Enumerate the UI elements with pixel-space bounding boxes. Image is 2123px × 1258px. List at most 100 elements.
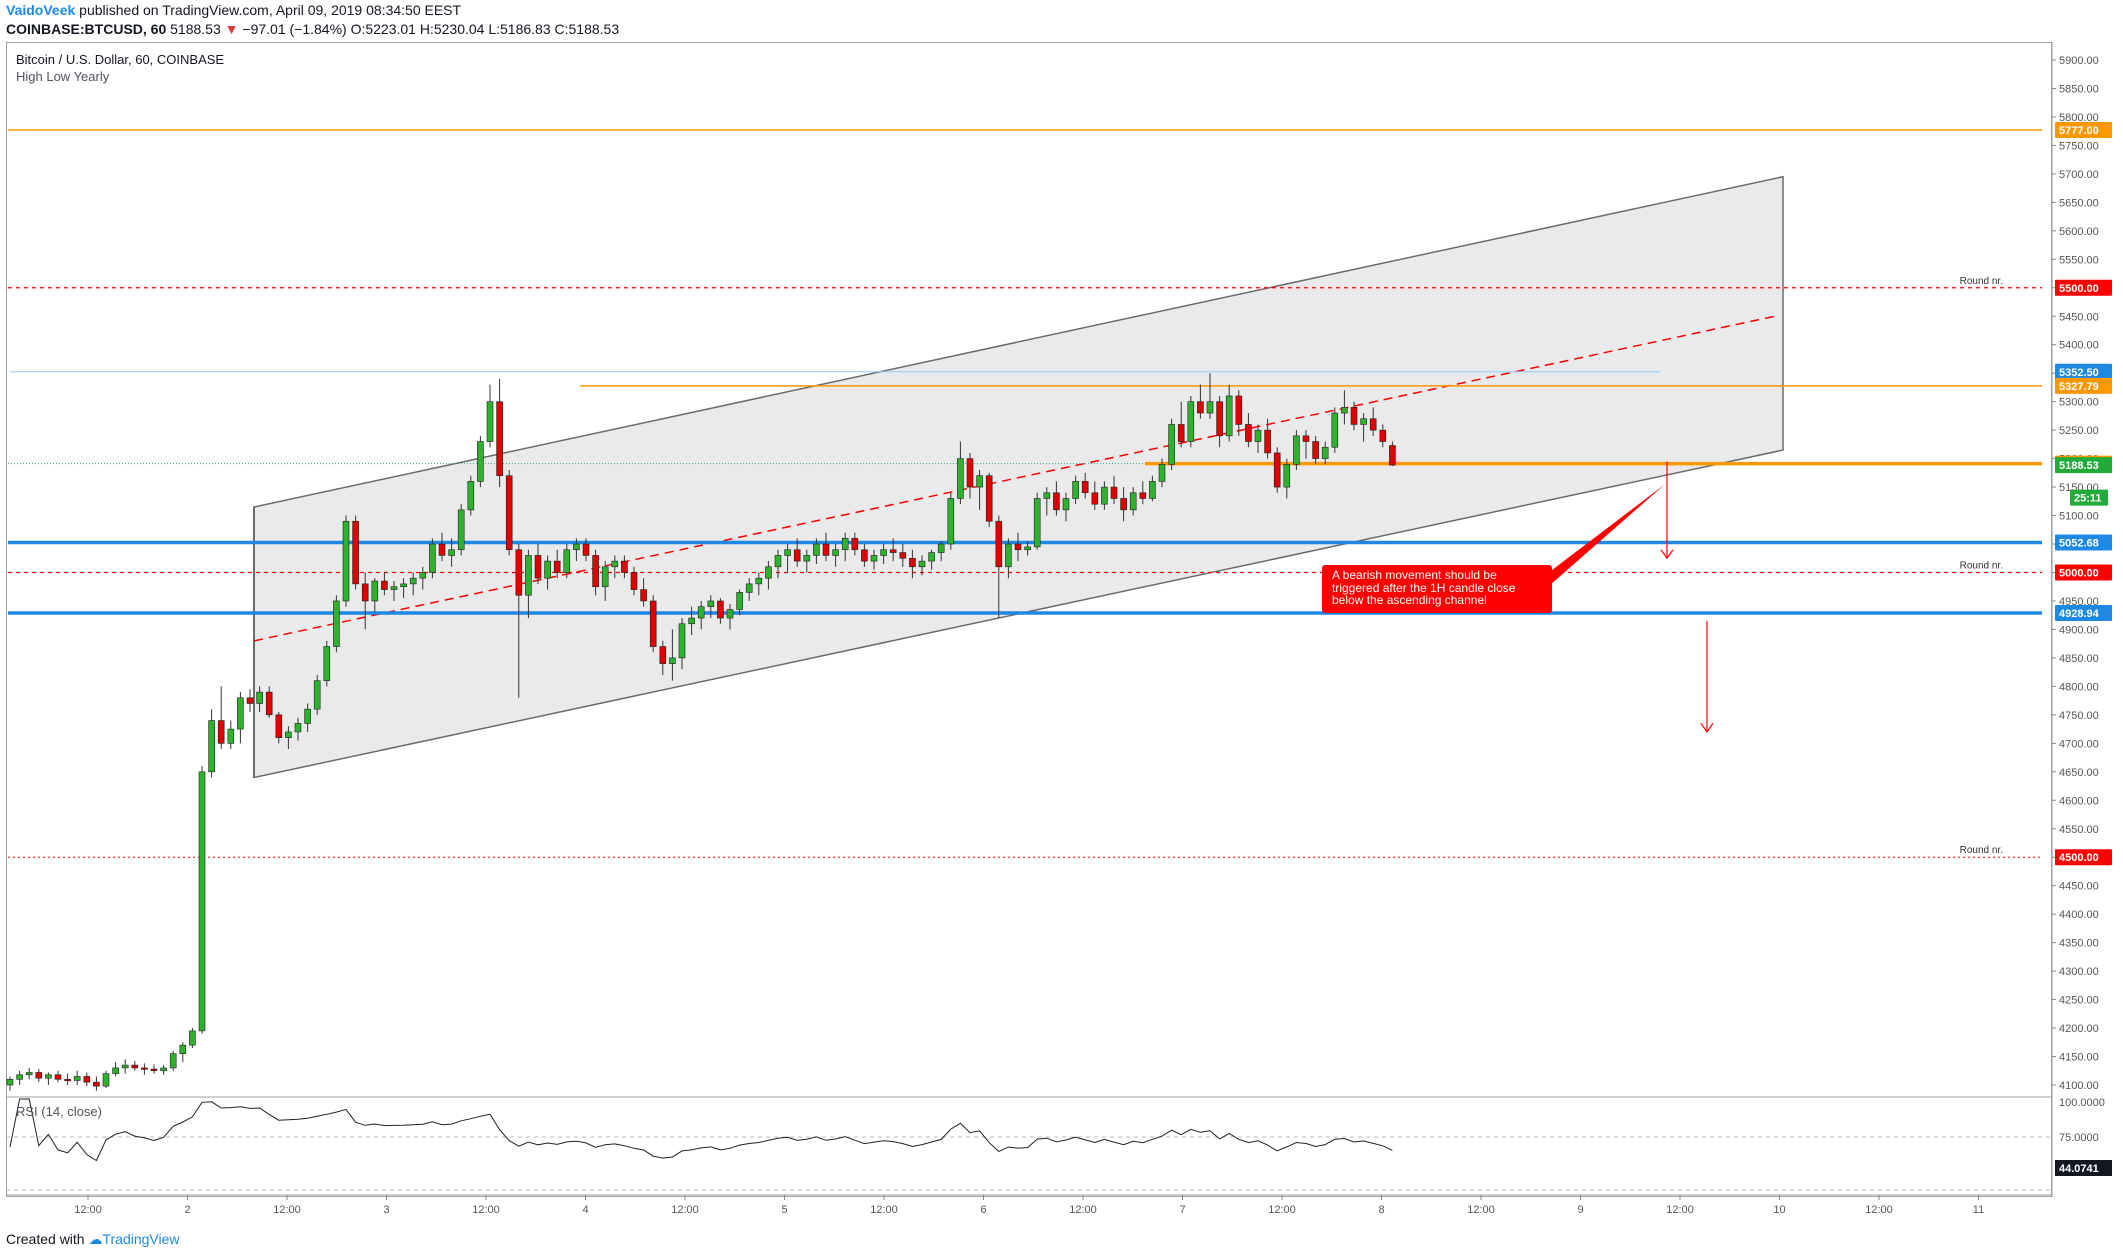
candle xyxy=(198,766,206,1034)
price-tick-label: 5550.00 xyxy=(2059,254,2099,266)
candle xyxy=(381,572,388,596)
candle xyxy=(246,689,254,713)
down-arrow-icon: ▼ xyxy=(224,21,239,37)
candle xyxy=(1120,487,1127,522)
candle xyxy=(1216,395,1223,448)
price-tick-label: 4600.00 xyxy=(2059,795,2099,807)
tradingview-logo-icon[interactable]: ☁ xyxy=(88,1231,103,1247)
candle xyxy=(621,555,628,579)
candle xyxy=(1062,492,1070,522)
timer-label: 25:11 xyxy=(2074,493,2102,505)
candle xyxy=(861,544,868,567)
change-text: −97.01 (−1.84%) xyxy=(242,21,347,37)
time-tick-label: 12:00 xyxy=(472,1204,500,1216)
candle xyxy=(640,578,647,607)
author-link[interactable]: VaidoVeek xyxy=(6,2,76,18)
price-tag-label: 5052.68 xyxy=(2059,538,2099,550)
price-tick-label: 4250.00 xyxy=(2059,995,2099,1007)
time-tick-label: 12:00 xyxy=(1467,1204,1495,1216)
candle xyxy=(1197,384,1204,419)
candle xyxy=(1101,481,1108,510)
candle xyxy=(582,538,590,562)
candle xyxy=(1033,492,1041,550)
candle xyxy=(909,549,916,579)
price-tick-label: 4550.00 xyxy=(2059,824,2099,836)
candle xyxy=(35,1069,43,1083)
price-tick-label: 5900.00 xyxy=(2059,55,2099,67)
candle xyxy=(112,1062,119,1077)
publish-info: VaidoVeek published on TradingView.com, … xyxy=(6,2,461,18)
candle xyxy=(1273,447,1281,493)
time-tick-label: 12:00 xyxy=(1666,1204,1694,1216)
price-tag-label: 5327.79 xyxy=(2059,381,2099,393)
candle xyxy=(592,549,599,596)
candle xyxy=(313,675,321,715)
candle xyxy=(121,1059,129,1074)
candle xyxy=(851,532,859,556)
tradingview-brand[interactable]: TradingView xyxy=(102,1231,180,1247)
candle xyxy=(285,726,292,750)
candle xyxy=(889,538,897,562)
candle xyxy=(745,578,753,601)
price-tag-label: 5352.50 xyxy=(2059,367,2099,379)
candle xyxy=(841,532,849,562)
time-tick-label: 12:00 xyxy=(273,1204,301,1216)
candle xyxy=(1321,441,1329,465)
price-tick-label: 4400.00 xyxy=(2059,909,2099,921)
candle xyxy=(611,555,619,579)
candle xyxy=(765,561,772,590)
candle xyxy=(256,686,263,713)
candle xyxy=(870,549,878,570)
price-tick-label: 5100.00 xyxy=(2059,511,2099,523)
candle xyxy=(1245,413,1252,448)
candle xyxy=(1024,541,1031,556)
candle xyxy=(813,538,820,564)
candle xyxy=(880,544,887,564)
candle xyxy=(6,1076,14,1091)
candle xyxy=(525,549,532,619)
price-tick-label: 4850.00 xyxy=(2059,653,2099,665)
candle xyxy=(688,606,695,636)
price-tick-label: 5850.00 xyxy=(2059,83,2099,95)
candle xyxy=(1149,475,1156,502)
price-tag-label: 5000.00 xyxy=(2059,568,2099,580)
candle xyxy=(1081,472,1089,499)
footer: Created with ☁TradingView xyxy=(6,1231,180,1248)
candle xyxy=(1091,481,1099,510)
time-tick-label: 3 xyxy=(383,1204,389,1216)
price-tick-label: 4650.00 xyxy=(2059,767,2099,779)
candle xyxy=(697,600,705,630)
rsi-value-tag xyxy=(2055,1160,2112,1176)
time-tick-label: 11 xyxy=(1973,1204,1984,1216)
candle xyxy=(419,566,427,590)
candle xyxy=(150,1064,158,1074)
ohlc-values: O:5223.01 H:5230.04 L:5186.83 C:5188.53 xyxy=(350,21,620,37)
candle xyxy=(467,475,475,516)
price-tick-label: 5450.00 xyxy=(2059,311,2099,323)
symbol-text: COINBASE:BTCUSD, 60 xyxy=(6,21,167,37)
candle xyxy=(208,709,215,778)
candle xyxy=(1043,487,1051,516)
candle xyxy=(726,603,734,630)
round-number-label: Round nr. xyxy=(1960,561,2003,572)
price-tick-label: 4300.00 xyxy=(2059,966,2099,978)
price-tag xyxy=(2055,122,2112,139)
price-tag xyxy=(2055,534,2112,551)
price-tick-label: 4100.00 xyxy=(2059,1080,2099,1092)
candle xyxy=(515,544,523,698)
candle xyxy=(131,1061,139,1071)
annotation-note[interactable]: A bearish movement should be triggered a… xyxy=(1322,565,1552,613)
candle xyxy=(265,686,273,718)
time-tick-label: 12:00 xyxy=(1865,1204,1893,1216)
price-tick-label: 5250.00 xyxy=(2059,425,2099,437)
candle xyxy=(717,598,724,624)
candle xyxy=(160,1065,167,1075)
time-tick-label: 10 xyxy=(1773,1204,1785,1216)
candle xyxy=(707,595,715,619)
candle xyxy=(429,538,436,579)
last-price: 5188.53 xyxy=(170,21,221,37)
price-tick-label: 4750.00 xyxy=(2059,710,2099,722)
candle xyxy=(1235,390,1243,436)
candle xyxy=(659,640,667,675)
